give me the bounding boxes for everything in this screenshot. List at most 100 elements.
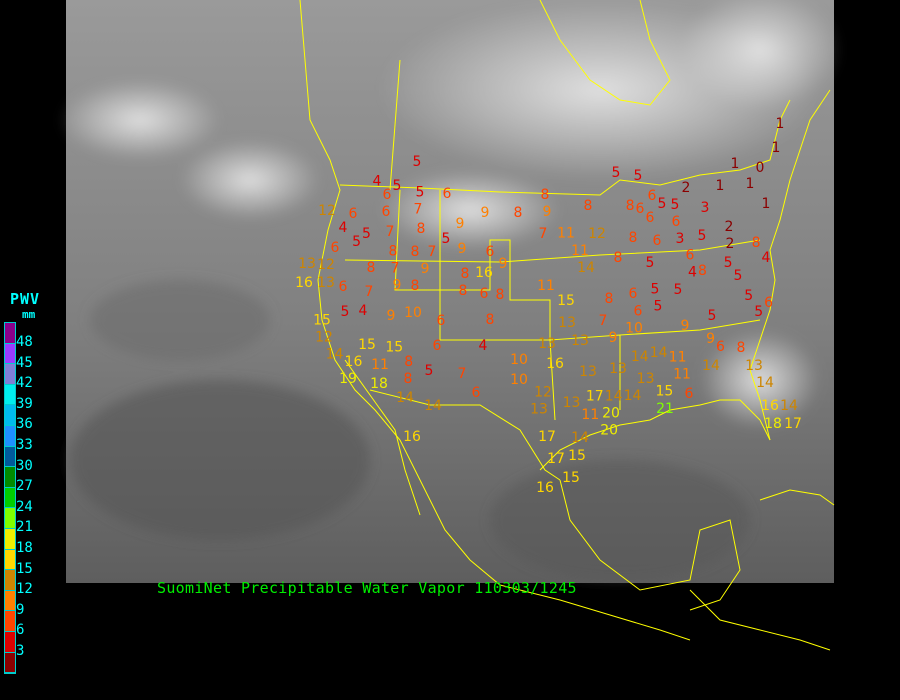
station-pwv-value: 13 (538, 336, 556, 352)
station-pwv-value: 9 (456, 216, 465, 232)
station-pwv-value: 14 (605, 389, 623, 405)
color-scale-bar (4, 322, 16, 675)
station-pwv-value: 1 (731, 156, 740, 172)
station-pwv-value: 1 (716, 178, 725, 194)
station-pwv-value: 19 (339, 371, 357, 387)
station-pwv-value: 0 (756, 160, 765, 176)
station-pwv-value: 8 (404, 371, 413, 387)
legend-tick-label: 24 (16, 498, 33, 515)
station-pwv-value: 7 (458, 366, 467, 382)
station-pwv-value: 20 (600, 423, 618, 439)
station-pwv-value: 8 (459, 283, 468, 299)
station-pwv-value: 6 (636, 201, 645, 217)
legend-swatch (5, 467, 15, 488)
station-pwv-value: 8 (514, 205, 523, 221)
station-pwv-value: 16 (345, 354, 363, 370)
station-pwv-value: 5 (754, 304, 763, 320)
station-pwv-value: 7 (539, 226, 548, 242)
station-pwv-value: 6 (764, 295, 773, 311)
station-pwv-value: 8 (486, 312, 495, 328)
station-pwv-value: 13 (298, 256, 316, 272)
station-pwv-value: 5 (612, 165, 621, 181)
legend-swatch (5, 590, 15, 612)
station-pwv-value: 14 (780, 398, 798, 414)
state-lines-2 (439, 190, 556, 421)
station-pwv-value: 15 (313, 313, 331, 329)
station-pwv-value: 14 (702, 358, 720, 374)
cuba-outline (759, 489, 835, 506)
legend-swatch (5, 570, 15, 591)
station-pwv-value: 6 (331, 240, 340, 256)
station-pwv-value: 5 (646, 255, 655, 271)
station-pwv-value: 3 (676, 231, 685, 247)
cloud-layer (60, 0, 840, 580)
station-pwv-value: 14 (424, 398, 442, 414)
station-pwv-value: 8 (367, 260, 376, 276)
station-pwv-value: 6 (672, 214, 681, 230)
station-pwv-value: 12 (315, 330, 333, 346)
station-pwv-value: 5 (724, 255, 733, 271)
legend-swatch (5, 384, 15, 406)
legend-tick-label: 12 (16, 581, 33, 598)
station-pwv-value: 8 (496, 287, 505, 303)
station-pwv-value: 18 (764, 416, 782, 432)
station-pwv-value: 12 (317, 257, 335, 273)
station-pwv-value: 5 (671, 197, 680, 213)
legend-tick-label: 3 (16, 643, 25, 659)
canada-provinces (389, 59, 401, 191)
state-lines (394, 189, 621, 410)
station-pwv-value: 7 (386, 224, 395, 240)
station-pwv-value: 14 (577, 260, 595, 276)
station-pwv-value: 9 (543, 204, 552, 220)
station-pwv-value: 16 (761, 398, 779, 414)
station-pwv-value: 10 (404, 305, 422, 321)
station-pwv-value: 3 (701, 200, 710, 216)
station-pwv-value: 14 (624, 388, 642, 404)
station-pwv-value: 10 (625, 321, 643, 337)
central-america-outline (689, 589, 831, 651)
station-pwv-value: 18 (370, 376, 388, 392)
station-pwv-value: 8 (752, 235, 761, 251)
station-pwv-value: 15 (557, 293, 575, 309)
legend-unit: mm (22, 308, 36, 321)
station-pwv-value: 11 (371, 357, 389, 373)
state-lines-3 (344, 239, 761, 263)
legend-swatch (5, 508, 15, 529)
station-pwv-value: 5 (654, 299, 663, 315)
station-pwv-value: 4 (479, 338, 488, 354)
station-pwv-value: 13 (745, 358, 763, 374)
station-pwv-value: 1 (776, 116, 785, 132)
legend-tick-label: 39 (16, 395, 33, 412)
station-pwv-value: 13 (637, 371, 655, 387)
station-pwv-value: 4 (688, 265, 697, 281)
station-pwv-value: 11 (557, 226, 575, 242)
station-pwv-value: 6 (653, 233, 662, 249)
station-pwv-value: 8 (614, 250, 623, 266)
legend-title: PWV (10, 290, 41, 308)
gulf-coastline (539, 399, 771, 471)
station-pwv-value: 15 (568, 448, 586, 464)
station-pwv-value: 5 (416, 185, 425, 201)
station-pwv-value: 10 (510, 352, 528, 368)
station-pwv-value: 17 (547, 451, 565, 467)
station-pwv-value: 9 (681, 318, 690, 334)
station-pwv-value: 9 (499, 256, 508, 272)
station-pwv-value: 14 (396, 390, 414, 406)
station-pwv-value: 9 (706, 331, 715, 347)
station-pwv-value: 6 (486, 244, 495, 260)
station-pwv-value: 6 (646, 210, 655, 226)
baja-coastline (344, 359, 421, 516)
legend-swatch (5, 631, 15, 653)
legend-swatch (5, 425, 15, 447)
legend-swatch (5, 405, 15, 426)
station-pwv-value: 5 (698, 228, 707, 244)
legend-swatch (5, 343, 15, 365)
station-pwv-value: 6 (716, 339, 725, 355)
station-pwv-value: 9 (393, 277, 402, 293)
station-pwv-value: 4 (373, 174, 382, 190)
station-pwv-value: 8 (605, 291, 614, 307)
station-pwv-value: 10 (510, 372, 528, 388)
east-coastline (749, 89, 831, 441)
